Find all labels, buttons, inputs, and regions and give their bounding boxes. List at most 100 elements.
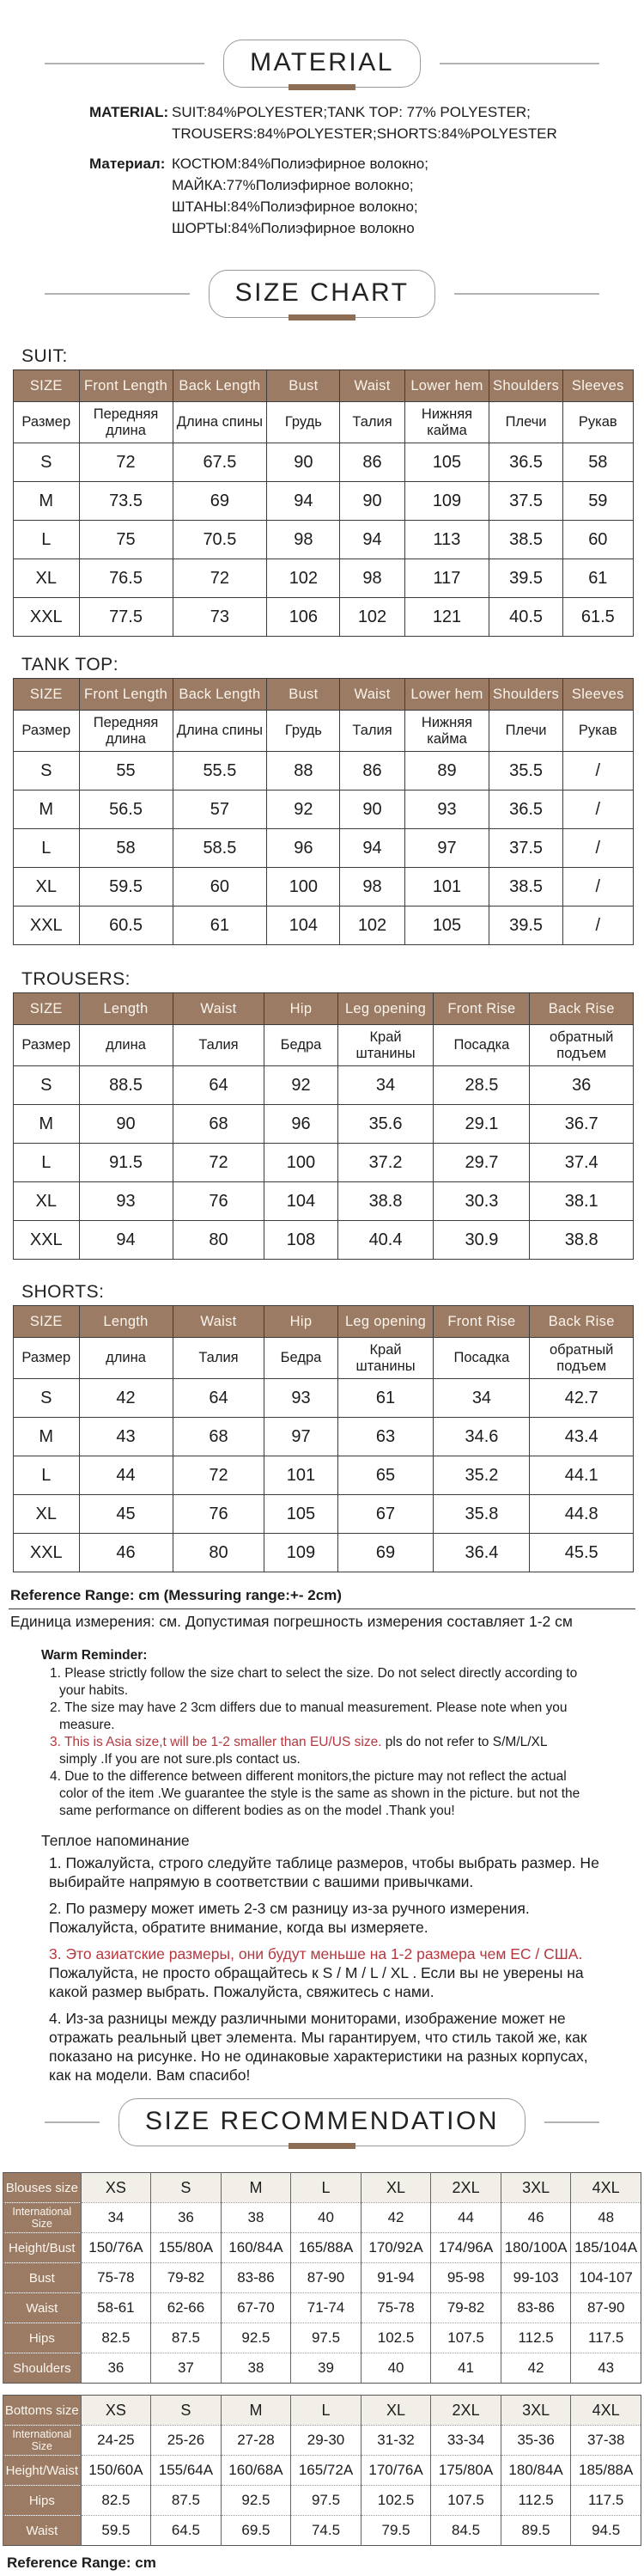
material-label-ru: Материал: — [89, 156, 166, 172]
suit-table-label: SUIT: — [21, 346, 68, 366]
table-cell: XL — [13, 559, 80, 598]
material-text-en: MATERIAL: SUIT:84%POLYESTER;TANK TOP: 77… — [89, 101, 627, 144]
table-cell: 92 — [264, 1065, 338, 1105]
table-cell: 35.5 — [489, 751, 563, 791]
table-cell: 155/80A — [150, 2232, 222, 2263]
table-cell: 112.5 — [500, 2485, 571, 2516]
table-row: Размер длина Талия Бедра Край штанины Посадка… — [13, 1337, 634, 1379]
material-title-pill: MATERIAL — [223, 40, 421, 90]
table-cell: 37.2 — [337, 1143, 434, 1182]
table-cell: Waist — [3, 2292, 82, 2323]
table-cell: 34 — [337, 1065, 434, 1105]
table-cell: 170/76A — [360, 2455, 431, 2486]
table-row: XL 45 76 105 67 35.8 44.8 — [13, 1494, 634, 1534]
table-cell: 107.5 — [430, 2485, 501, 2516]
size-recommendation-title-band: SIZE RECOMMENDATION — [0, 2098, 644, 2149]
table-cell: Lower hem — [404, 369, 490, 402]
table-cell: 55 — [78, 751, 173, 791]
table-cell: L — [13, 520, 80, 559]
table-cell: 73 — [172, 597, 268, 637]
table-row: Размер длина Талия Бедра Край штанины Посадка… — [13, 1024, 634, 1066]
table-cell: 90 — [266, 443, 341, 482]
table-cell: 37.5 — [489, 828, 563, 868]
table-cell: Нижняя кайма — [404, 710, 490, 752]
table-cell: Back Rise — [529, 992, 634, 1025]
table-cell: / — [562, 790, 635, 829]
table-cell: 87.5 — [150, 2485, 222, 2516]
table-cell: 38.5 — [489, 520, 563, 559]
table-cell: 180/84A — [500, 2455, 571, 2486]
table-cell: 150/76A — [80, 2232, 151, 2263]
table-cell: 41 — [430, 2353, 501, 2384]
material-title: MATERIAL — [250, 48, 394, 76]
table-cell: 39.5 — [489, 906, 563, 945]
warm-reminder-list-ru: 1. Пожалуйста, строго следуйте таблице р… — [49, 1853, 603, 2085]
table-cell: 30.9 — [433, 1220, 531, 1260]
table-cell: Height/Bust — [3, 2232, 82, 2263]
table-cell: 89 — [404, 751, 490, 791]
table-cell: XXL — [13, 906, 80, 945]
table-row: S 55 55.5 88 86 89 35.5/ — [13, 751, 635, 791]
material-title-band: MATERIAL — [0, 40, 644, 90]
table-row: L 91.5 72 100 37.2 29.7 37.4 — [13, 1143, 634, 1182]
table-cell: 68 — [172, 1104, 265, 1144]
table-cell: 86 — [339, 751, 405, 791]
table-cell: Back Length — [172, 369, 268, 402]
table-cell: 77.5 — [78, 597, 173, 637]
table-cell: 97 — [264, 1417, 338, 1456]
table-cell: 98 — [339, 559, 405, 598]
table-cell: Рукав — [562, 710, 635, 752]
table-cell: 155/64A — [150, 2455, 222, 2486]
table-cell: 76.5 — [78, 559, 173, 598]
table-cell: 79.5 — [360, 2515, 431, 2546]
table-cell: 165/88A — [290, 2232, 361, 2263]
table-cell: 79-82 — [150, 2262, 222, 2293]
table-cell: 4XL — [570, 2172, 641, 2203]
table-cell: 80 — [172, 1220, 265, 1260]
table-cell: 36 — [80, 2353, 151, 2384]
table-cell: 60 — [562, 520, 635, 559]
table-cell: XL — [13, 867, 80, 906]
table-cell: 25-26 — [150, 2425, 222, 2456]
size-chart-title-band: SIZE CHART — [0, 270, 644, 320]
divider-line — [439, 63, 599, 64]
table-row: Размер Передняя длина Длина спины Грудь Тали… — [13, 401, 635, 443]
table-cell: S — [13, 751, 80, 791]
table-cell: 89.5 — [500, 2515, 571, 2546]
table-cell: 90 — [78, 1104, 173, 1144]
table-cell: Sleeves — [562, 369, 635, 402]
table-cell: 4XL — [570, 2395, 641, 2426]
table-cell: 75 — [78, 520, 173, 559]
table-row: SIZE Length Waist Hip Leg opening Front Rise B… — [13, 992, 634, 1025]
table-cell: XS — [80, 2395, 151, 2426]
table-cell: 72 — [172, 559, 268, 598]
table-cell: Bottoms size — [3, 2395, 82, 2426]
table-cell: L — [13, 828, 80, 868]
table-cell: 36.5 — [489, 443, 563, 482]
table-cell: 3XL — [500, 2172, 571, 2203]
reminder-item: 2. The size may have 2 3cm differs due t… — [50, 1700, 568, 1732]
table-cell: 36 — [150, 2202, 222, 2233]
size-recommendation-title-pill: SIZE RECOMMENDATION — [118, 2098, 526, 2149]
table-cell: Bust — [266, 369, 341, 402]
table-cell: 94.5 — [570, 2515, 641, 2546]
table-cell: Waist — [339, 678, 405, 711]
table-cell: 93 — [404, 790, 490, 829]
table-cell: 2XL — [430, 2395, 501, 2426]
table-cell: Талия — [172, 1337, 265, 1379]
table-cell: 102 — [339, 597, 405, 637]
table-cell: 29-30 — [290, 2425, 361, 2456]
table-cell: 71-74 — [290, 2292, 361, 2323]
bottoms-recommendation-table: Bottoms size XS S M L XL 2XL 3XL 4XL Internationa… — [3, 2395, 641, 2546]
table-cell: 87-90 — [290, 2262, 361, 2293]
table-cell: Hip — [264, 992, 338, 1025]
table-cell: Грудь — [266, 710, 341, 752]
table-cell: 160/68A — [220, 2455, 291, 2486]
divider-line — [45, 2121, 100, 2123]
table-row: Blouses size XS S M L XL 2XL 3XL 4XL — [3, 2172, 641, 2203]
table-cell: Талия — [339, 710, 405, 752]
table-cell: 34 — [433, 1378, 531, 1418]
table-row: M 73.5 69 94 90 109 37.5 59 — [13, 481, 635, 521]
size-chart-title: SIZE CHART — [234, 278, 410, 307]
